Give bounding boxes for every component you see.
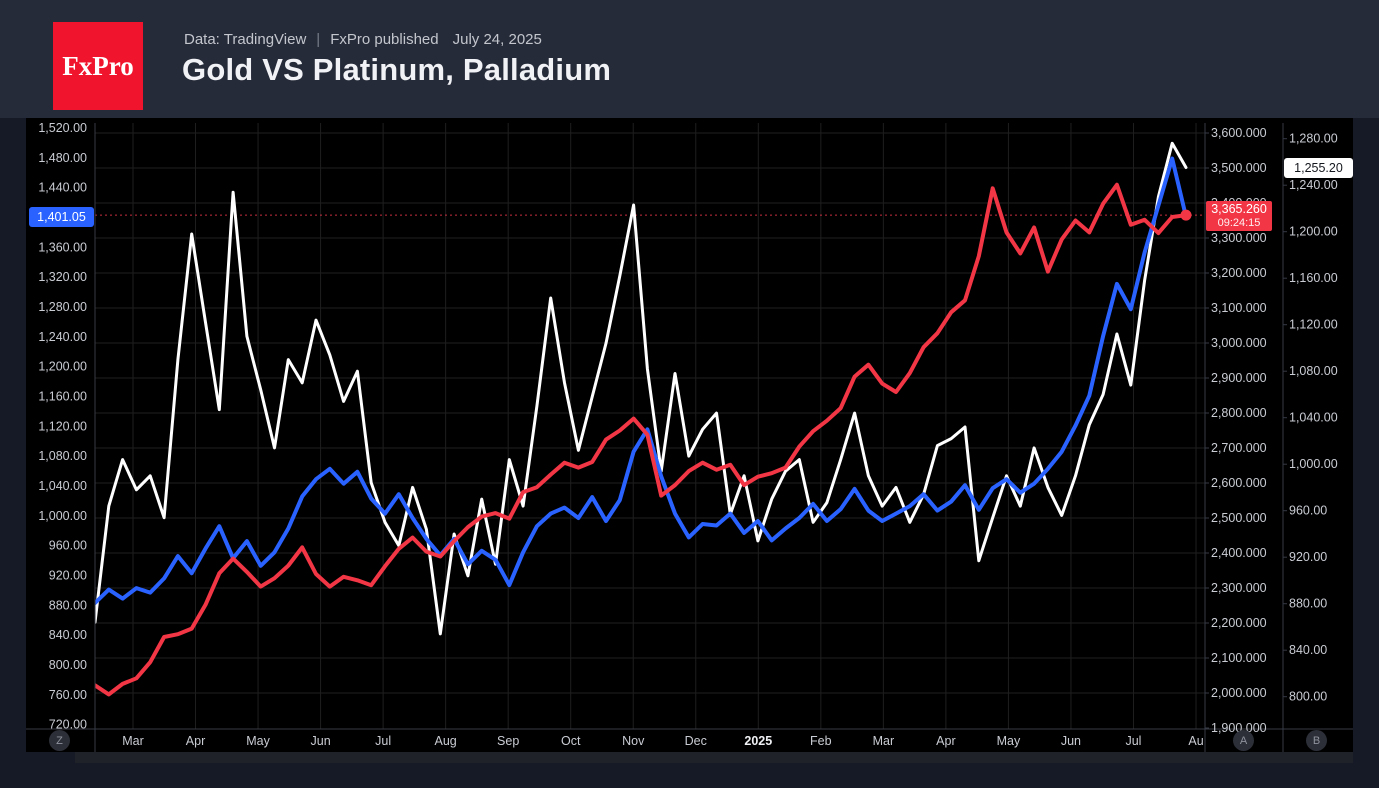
outer-right-price-axis[interactable]: 1,280.00 1,240.00 1,200.00 1,160.00 1,120.00… (1283, 132, 1338, 704)
meta-separator: | (316, 31, 321, 48)
price-tick-label: 3,200.000 (1211, 266, 1267, 280)
price-tick-label: 1,120.00 (38, 419, 87, 433)
month-label: Mar (122, 734, 144, 748)
price-tick-label: 1,040.00 (1289, 411, 1338, 425)
price-tick-label: 3,300.000 (1211, 231, 1267, 245)
gold-line[interactable] (95, 182, 1188, 697)
price-tick-label: 720.00 (49, 718, 87, 732)
month-label: Apr (936, 734, 955, 748)
gold-price-time: 09:24:15 (1217, 217, 1261, 229)
month-label: Dec (685, 734, 707, 748)
month-label: Nov (622, 734, 645, 748)
gold-price-badge: 3,365.260 09:24:15 (1206, 201, 1272, 231)
price-tick-label: 2,400.000 (1211, 546, 1267, 560)
price-tick-label: 960.00 (1289, 504, 1327, 518)
time-axis[interactable]: Mar Apr May Jun Jul Aug Sep Oct Nov Dec 2025 Feb Mar… (122, 734, 1203, 748)
axis-b-button[interactable]: B (1306, 730, 1327, 751)
month-label: Feb (810, 734, 832, 748)
price-tick-label: 2,900.000 (1211, 371, 1267, 385)
price-tick-label: 1,240.00 (38, 330, 87, 344)
price-tick-label: 1,900.000 (1211, 721, 1267, 735)
palladium-price-badge: 1,255.20 (1284, 158, 1353, 178)
zoom-reset-button[interactable]: Z (49, 730, 70, 751)
month-label: Mar (873, 734, 895, 748)
price-tick-label: 840.00 (1289, 643, 1327, 657)
fxpro-logo: FxPro (53, 22, 143, 110)
price-tick-label: 2,100.000 (1211, 651, 1267, 665)
header: FxPro Data: TradingView | FxPro publishe… (0, 0, 1379, 118)
price-tick-label: 800.00 (49, 658, 87, 672)
price-tick-label: 800.00 (1289, 690, 1327, 704)
price-tick-label: 920.00 (49, 568, 87, 582)
price-tick-label: 1,200.00 (1289, 225, 1338, 239)
series-group (95, 141, 1192, 697)
price-tick-label: 3,600.000 (1211, 126, 1267, 140)
page-title: Gold VS Platinum, Palladium (182, 52, 612, 87)
price-tick-label: 3,000.000 (1211, 336, 1267, 350)
price-tick-label: 2,500.000 (1211, 511, 1267, 525)
published-text: FxPro published (330, 31, 439, 48)
left-price-axis[interactable]: 1,520.00 1,480.00 1,440.00 1,360.00 1,320.00… (38, 121, 87, 732)
bottom-strip (75, 752, 1353, 763)
gold-price-value: 3,365.260 (1211, 202, 1267, 216)
price-tick-label: 1,240.00 (1289, 178, 1338, 192)
price-tick-label: 1,000.00 (38, 509, 87, 523)
logo-text: FxPro (62, 50, 134, 81)
price-tick-label: 1,440.00 (38, 181, 87, 195)
publish-meta: Data: TradingView | FxPro published July… (184, 31, 542, 48)
price-tick-label: 1,520.00 (38, 121, 87, 135)
price-tick-label: 1,160.00 (1289, 271, 1338, 285)
month-label: Apr (186, 734, 205, 748)
price-tick-label: 2,800.000 (1211, 406, 1267, 420)
price-tick-label: 1,200.00 (38, 360, 87, 374)
price-tick-label: 2,600.000 (1211, 476, 1267, 490)
month-label: Jul (1125, 734, 1141, 748)
price-tick-label: 2,200.000 (1211, 616, 1267, 630)
price-tick-label: 920.00 (1289, 550, 1327, 564)
price-tick-label: 840.00 (49, 628, 87, 642)
inner-right-price-axis[interactable]: 3,600.0003,500.0003,400.0003,300.0003,20… (1205, 126, 1267, 735)
price-tick-label: 960.00 (49, 539, 87, 553)
price-tick-label: 880.00 (49, 598, 87, 612)
data-source: Data: TradingView (184, 31, 307, 48)
price-tick-label: 2,300.000 (1211, 581, 1267, 595)
price-tick-label: 1,120.00 (1289, 318, 1338, 332)
price-tick-label: 760.00 (49, 688, 87, 702)
price-tick-label: 1,280.00 (38, 300, 87, 314)
month-label: May (246, 734, 270, 748)
publish-date: July 24, 2025 (452, 31, 542, 48)
month-label: Au (1188, 734, 1203, 748)
month-label: May (997, 734, 1021, 748)
month-label: Oct (561, 734, 581, 748)
month-label: Sep (497, 734, 519, 748)
price-tick-label: 1,080.00 (1289, 364, 1338, 378)
month-label: Aug (435, 734, 457, 748)
platinum-line[interactable] (95, 156, 1188, 605)
axis-a-button[interactable]: A (1233, 730, 1254, 751)
month-label: Jun (311, 734, 331, 748)
month-label: Jul (375, 734, 391, 748)
price-tick-label: 1,000.00 (1289, 457, 1338, 471)
price-tick-label: 2,700.000 (1211, 441, 1267, 455)
price-tick-label: 1,280.00 (1289, 132, 1338, 146)
price-tick-label: 880.00 (1289, 597, 1327, 611)
price-tick-label: 1,320.00 (38, 270, 87, 284)
price-tick-label: 1,160.00 (38, 389, 87, 403)
price-tick-label: 2,000.000 (1211, 686, 1267, 700)
gold-end-dot (1180, 209, 1192, 221)
price-tick-label: 1,080.00 (38, 449, 87, 463)
price-tick-label: 3,500.000 (1211, 161, 1267, 175)
price-tick-label: 3,100.000 (1211, 301, 1267, 315)
month-label: 2025 (744, 734, 772, 748)
month-label: Jun (1061, 734, 1081, 748)
price-tick-label: 1,360.00 (38, 240, 87, 254)
price-chart[interactable]: 1,520.00 1,480.00 1,440.00 1,360.00 1,320.00… (26, 118, 1353, 752)
platinum-price-badge: 1,401.05 (29, 207, 94, 227)
price-tick-label: 1,040.00 (38, 479, 87, 493)
price-tick-label: 1,480.00 (38, 151, 87, 165)
